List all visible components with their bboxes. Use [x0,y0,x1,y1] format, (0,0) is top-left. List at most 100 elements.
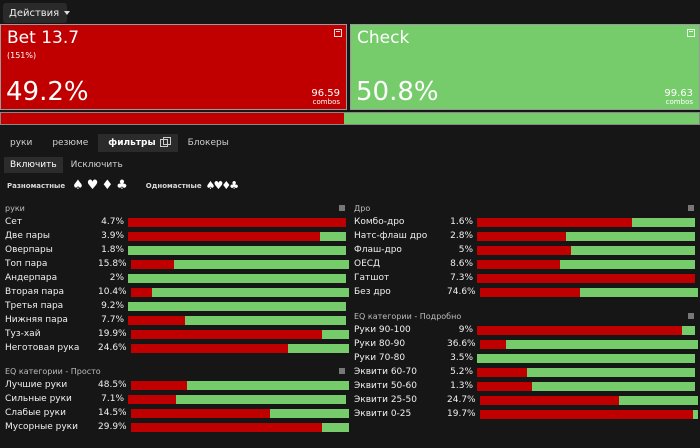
filter-row-percent: 7.3% [450,273,473,283]
bet-fill [130,343,288,353]
filter-row-percent: 9.2% [101,301,124,311]
filter-row[interactable]: Флаш-дро 5% [354,243,695,257]
tab-hands[interactable]: руки [10,138,33,148]
tab-filters[interactable]: фильтры [98,134,178,152]
strategy-bar [130,259,349,269]
bet-fill [479,395,620,405]
draws-section: Дро Комбо-дро 1.6% Натс-флаш дро 2.8% Флаш-др… [354,201,698,299]
filter-row[interactable]: Сет 4.7% [5,215,346,229]
filter-row[interactable]: Эквити 25-50 24.7% [354,393,698,407]
filter-row[interactable]: Оверпары 1.8% [5,243,346,257]
filter-row[interactable]: Руки 90-100 9% [354,323,695,337]
suit-filters: Разномастные ♠ ♥ ♦ ♣ Одномастные ♠♥ ♦♣ [7,178,239,193]
strategy-bar [477,259,695,269]
filter-row-name: Оверпары [5,245,53,255]
suited-label: Одномастные [145,181,202,190]
filter-row[interactable]: Туз-хай 19.9% [5,327,349,341]
section-header: руки [5,201,345,215]
filter-row[interactable]: Две пары 3.9% [5,229,346,243]
copy-icon[interactable] [159,137,171,147]
heart-icon[interactable]: ♥ [86,178,99,193]
minimize-icon[interactable] [334,29,342,37]
actions-dropdown[interactable]: Действия [3,3,71,23]
check-fill [152,287,349,297]
filter-row[interactable]: Слабые руки 14.5% [5,406,349,420]
filter-row[interactable]: Вторая пара 10.4% [5,285,349,299]
collapse-icon[interactable] [339,368,345,374]
check-fill [619,395,698,405]
filter-row[interactable]: Гатшот 7.3% [354,271,695,285]
filter-row[interactable]: Мусорные руки 29.9% [5,420,349,434]
filter-row[interactable]: Топ пара 15.8% [5,257,349,271]
bet-fill [477,259,560,269]
tab-summary[interactable]: резюме [52,138,89,148]
action-name: Bet 13.7 [7,28,80,48]
filter-row-percent: 24.6% [98,343,127,353]
filter-row[interactable]: Руки 80-90 36.6% [354,337,698,351]
diamond-icon[interactable]: ♦ [101,178,114,193]
action-combos: 96.59 combos [311,89,340,106]
filter-row[interactable]: Руки 70-80 3.5% [354,351,695,365]
filter-row[interactable]: Неготовая рука 24.6% [5,341,349,355]
strategy-bar [130,343,349,353]
rainbow-label: Разномастные [7,181,66,190]
check-fill [287,343,349,353]
filter-row[interactable]: Натс-флаш дро 2.8% [354,229,695,243]
diamond-club-icon[interactable]: ♦♣ [221,179,239,192]
action-check-box[interactable]: Check 50.8% 99.63 combos [350,24,700,110]
filter-row-name: Две пары [5,231,50,241]
action-size: (151%) [7,51,37,60]
filter-row[interactable]: Комбо-дро 1.6% [354,215,695,229]
filter-row-percent: 4.7% [101,217,124,227]
filter-row[interactable]: Эквити 50-60 1.3% [354,379,695,393]
filter-row-percent: 5% [458,245,473,255]
bet-fill [128,217,346,227]
strategy-bar [479,339,698,349]
action-bet-box[interactable]: Bet 13.7 (151%) 49.2% 96.59 combos [0,24,347,110]
filter-row[interactable]: Сильные руки 7.1% [5,392,346,406]
check-fill [187,380,349,390]
strategy-bar [130,422,349,432]
strategy-bar [477,273,695,283]
overall-frequency-bar [0,112,700,125]
collapse-icon[interactable] [688,313,694,319]
spade-heart-icon[interactable]: ♠♥ [205,179,224,192]
filter-row-percent: 1.3% [450,381,473,391]
section-title: руки [5,203,25,213]
exclude-button[interactable]: Исключить [70,160,123,170]
check-fill [128,301,346,311]
check-fill [693,409,698,419]
tab-blockers[interactable]: Блокеры [187,138,229,148]
check-fill [631,217,695,227]
collapse-icon[interactable] [688,205,694,211]
include-button[interactable]: Включить [4,157,63,173]
filter-row[interactable]: Эквити 0-25 19.7% [354,407,698,421]
filter-row[interactable]: Третья пара 9.2% [5,299,346,313]
bet-fill [128,315,185,325]
eq-simple-section: EQ категории - Просто Лучшие руки 48.5% Сил… [5,364,349,434]
collapse-icon[interactable] [339,205,345,211]
action-frequency: 50.8% [356,77,439,107]
suited-filter: Одномастные ♠♥ ♦♣ [145,179,239,192]
filter-row-percent: 2% [109,273,124,283]
bet-fill [128,231,320,241]
club-icon[interactable]: ♣ [116,178,128,193]
section-header: EQ категории - Просто [5,364,345,378]
filter-row-name: Туз-хай [5,329,41,339]
filter-row-name: Гатшот [354,273,390,283]
filter-row-percent: 24.7% [447,395,476,405]
spade-icon[interactable]: ♠ [72,178,84,193]
filter-row-name: Сет [5,217,23,227]
filter-row[interactable]: Без дро 74.6% [354,285,698,299]
filter-row[interactable]: Андерпара 2% [5,271,346,285]
filter-row[interactable]: ОЕСД 8.6% [354,257,695,271]
filter-row[interactable]: Нижняя пара 7.7% [5,313,346,327]
bet-fill [130,287,153,297]
filter-row[interactable]: Лучшие руки 48.5% [5,378,349,392]
minimize-icon[interactable] [687,29,695,37]
filter-row-name: ОЕСД [354,259,381,269]
filter-row-percent: 29.9% [98,422,127,432]
filter-row[interactable]: Эквити 60-70 5.2% [354,365,695,379]
check-fill [570,245,695,255]
section-title: Дро [354,203,371,213]
